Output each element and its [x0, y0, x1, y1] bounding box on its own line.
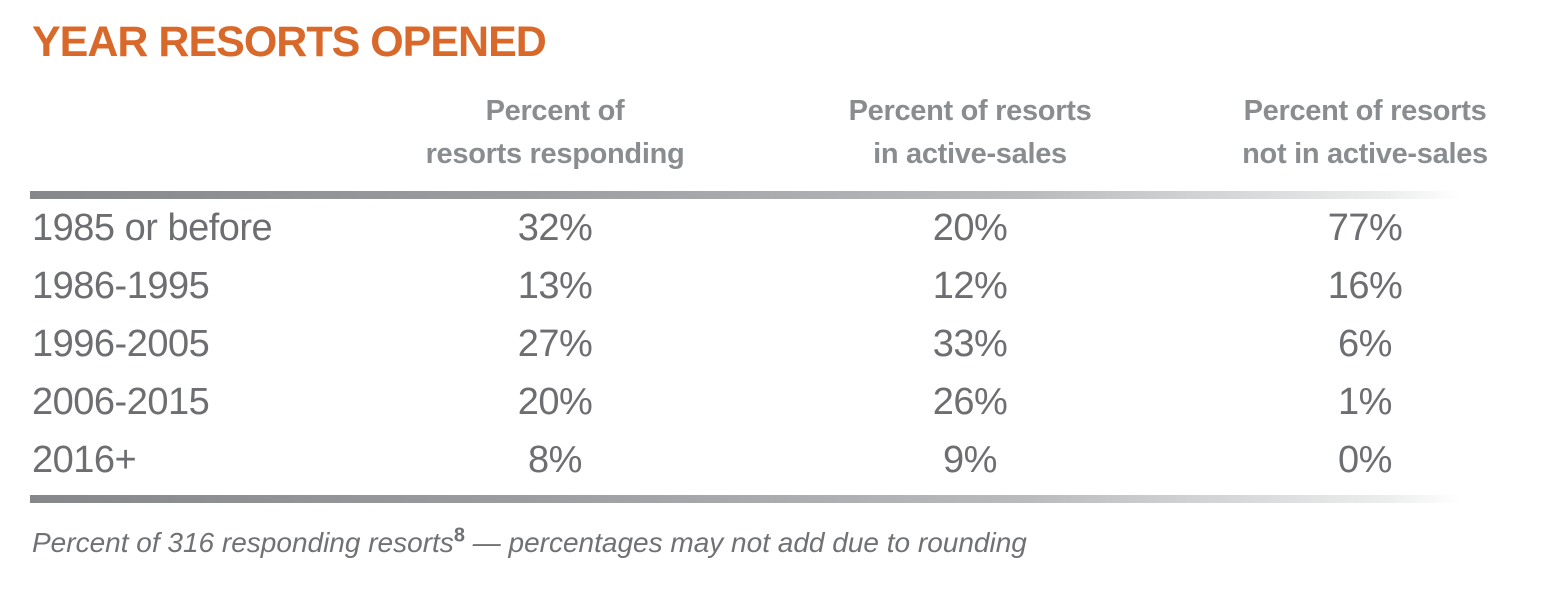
resorts-table: Percent of resorts responding Percent of… [30, 90, 1520, 559]
footnote-tail: — percentages may not add due to roundin… [464, 527, 1027, 558]
row-label: 1985 or before [32, 207, 273, 249]
value-cell: 9% [943, 439, 997, 481]
row-label: 2016+ [32, 439, 137, 481]
value-cell: 77% [1327, 207, 1403, 249]
value-cell: 8% [528, 439, 582, 481]
value-cell: 27% [517, 323, 593, 365]
column-header-line: Percent of resorts [848, 95, 1092, 127]
top-divider-rule [30, 191, 1460, 199]
column-header-active-sales: Percent of resorts in active-sales [730, 90, 1210, 191]
value-cell: 1% [1338, 381, 1392, 423]
value-cell: 12% [932, 265, 1008, 307]
value-cell: 32% [517, 207, 593, 249]
column-header-line: in active-sales [873, 138, 1067, 170]
value-cell: 20% [932, 207, 1008, 249]
column-header-line: not in active-sales [1242, 138, 1488, 170]
column-header-line: resorts responding [425, 138, 685, 170]
footnote-superscript: 8 [453, 524, 465, 547]
table-grid: Percent of resorts responding Percent of… [30, 90, 1520, 503]
column-header-line: Percent of resorts [1243, 95, 1487, 127]
value-cell: 0% [1338, 439, 1392, 481]
column-header-not-active-sales: Percent of resorts not in active-sales [1210, 90, 1520, 191]
column-header-line: Percent of [485, 95, 625, 127]
row-label: 1986-1995 [32, 265, 210, 307]
row-label: 1996-2005 [32, 323, 210, 365]
value-cell: 33% [932, 323, 1008, 365]
value-cell: 13% [517, 265, 593, 307]
page-title: YEAR RESORTS OPENED [32, 18, 547, 66]
bottom-divider-rule [30, 495, 1460, 503]
column-header-empty [30, 90, 380, 191]
value-cell: 16% [1327, 265, 1403, 307]
value-cell: 20% [517, 381, 593, 423]
footnote: Percent of 316 responding resorts8 — per… [30, 524, 1520, 559]
value-cell: 6% [1338, 323, 1392, 365]
row-label: 2006-2015 [32, 381, 210, 423]
footnote-lead: Percent of 316 responding resorts [32, 527, 454, 558]
value-cell: 26% [932, 381, 1008, 423]
column-header-responding: Percent of resorts responding [380, 90, 730, 191]
